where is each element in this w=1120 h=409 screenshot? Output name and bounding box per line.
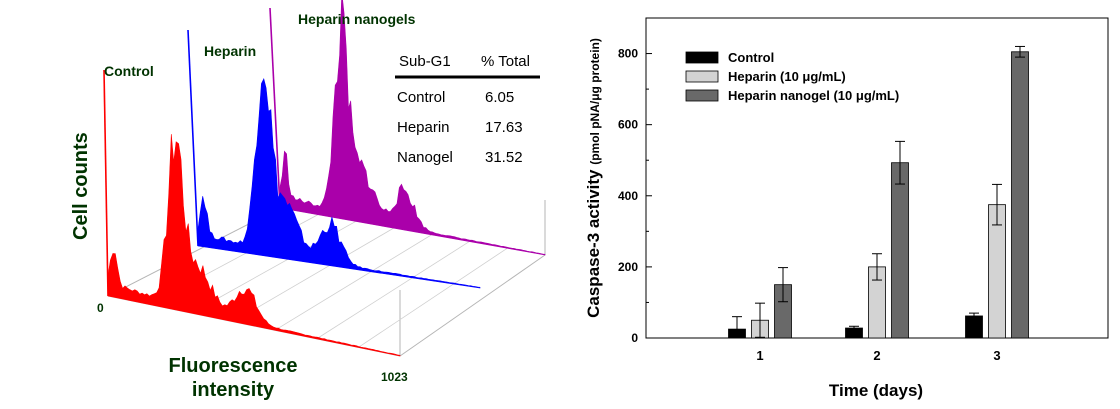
histogram-heparin xyxy=(197,77,481,289)
histogram-control xyxy=(107,134,401,357)
table-cell: 6.05 xyxy=(485,89,514,106)
x-axis-title-line2: intensity xyxy=(192,379,275,401)
legend-swatch xyxy=(685,51,719,64)
sub-g1-table: Sub-G1 % Total Control 6.05 Heparin 17.63 Nano… xyxy=(395,53,540,166)
bar-nanogel-day-3 xyxy=(1011,51,1029,339)
x-tick-label: 1 xyxy=(756,348,763,363)
table-cell: 31.52 xyxy=(485,149,523,166)
table-header: % Total xyxy=(481,53,530,70)
legend-label: Heparin nanogel (10 μg/mL) xyxy=(728,88,899,103)
y-tick-label: 800 xyxy=(618,47,638,61)
series-label: Heparin nanogels xyxy=(298,11,416,27)
grid-line xyxy=(316,241,470,340)
y-axis-title: Cell counts xyxy=(70,132,92,240)
x-tick-label: 1023 xyxy=(381,370,408,384)
grid-line xyxy=(358,247,508,348)
x-axis-title: Time (days) xyxy=(829,381,923,400)
x-axis-title-line1: Fluorescence xyxy=(169,355,298,377)
legend-label: Heparin (10 μg/mL) xyxy=(728,69,846,84)
legend-swatch xyxy=(685,70,719,83)
histogram-spike-line xyxy=(103,69,109,297)
histogram-spike-line xyxy=(269,7,281,209)
y-tick-label: 400 xyxy=(618,189,638,203)
y-tick-label: 200 xyxy=(618,260,638,274)
legend-label: Control xyxy=(728,50,774,65)
grid-line xyxy=(232,227,394,323)
table-cell: 17.63 xyxy=(485,119,523,136)
histogram-heparin-nanogels xyxy=(279,0,546,256)
x-tick-label: 3 xyxy=(993,348,1000,363)
table-cell: Heparin xyxy=(397,119,450,136)
series-label: Heparin xyxy=(204,43,256,59)
histogram-panel: Sub-G1 % Total Control 6.05 Heparin 17.63 Nano… xyxy=(70,0,546,401)
bar-nanogel-day-2 xyxy=(891,162,909,339)
x-tick-label: 0 xyxy=(97,301,104,315)
x-tick-label: 2 xyxy=(873,348,880,363)
histogram-spike-line xyxy=(187,29,199,247)
y-tick-label: 0 xyxy=(631,331,638,345)
table-cell: Nanogel xyxy=(397,149,453,166)
y-tick-label: 600 xyxy=(618,118,638,132)
table-cell: Control xyxy=(397,89,445,106)
legend-swatch xyxy=(685,89,719,102)
axis-line xyxy=(399,254,546,357)
y-axis-title: Caspase-3 activity (pmol pNA/μg protein) xyxy=(584,38,603,318)
table-header: Sub-G1 xyxy=(399,53,451,70)
grid-line xyxy=(274,234,432,331)
series-label: Control xyxy=(104,63,154,79)
